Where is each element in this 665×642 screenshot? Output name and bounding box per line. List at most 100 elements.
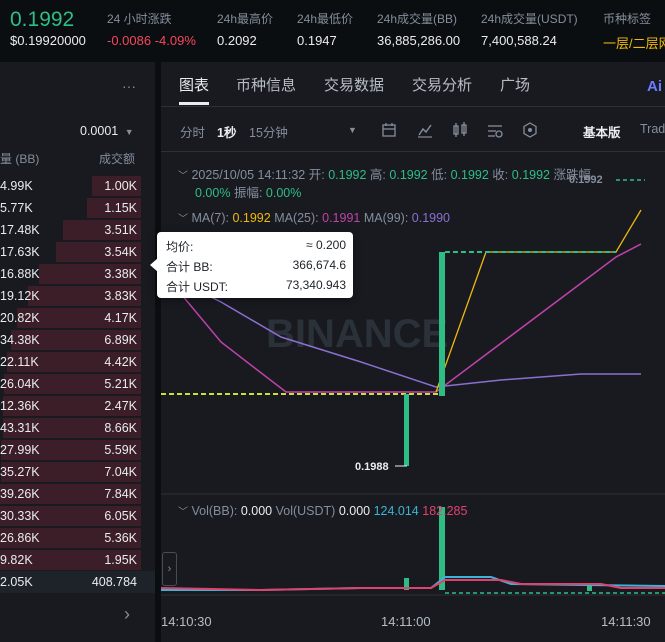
sum-bb-value: 366,674.6 bbox=[292, 258, 346, 272]
order-qty: 20.82K bbox=[0, 311, 40, 325]
order-book-row[interactable]: 5.77K 1.15K bbox=[0, 197, 155, 219]
chevron-right-icon: › bbox=[167, 563, 172, 575]
order-qty: 5.77K bbox=[0, 201, 33, 215]
order-book-row[interactable]: 17.48K 3.51K bbox=[0, 219, 155, 241]
order-qty: 30.33K bbox=[0, 509, 40, 523]
collapse-chevron-icon[interactable]: ﹀ bbox=[178, 171, 188, 182]
interval-1s[interactable]: 1秒 bbox=[217, 126, 237, 140]
open-label: 开: bbox=[308, 168, 325, 182]
vol-bb-value: 0.000 bbox=[240, 504, 273, 518]
tab-0[interactable]: 图表 bbox=[179, 77, 210, 94]
high-label: 高: bbox=[369, 168, 386, 182]
order-qty: 39.26K bbox=[0, 487, 40, 501]
open-value: 0.1992 bbox=[328, 168, 367, 182]
depth-tooltip: 均价: ≈ 0.200 合计 BB: 366,674.6 合计 USDT: 73… bbox=[150, 232, 353, 298]
chart-settings-icon[interactable] bbox=[486, 121, 504, 139]
order-book-row[interactable]: 17.63K 3.54K bbox=[0, 241, 155, 263]
indicator-chart-icon[interactable] bbox=[416, 121, 434, 139]
interval-dropdown-icon[interactable]: ▼ bbox=[348, 125, 357, 135]
order-total: 1.00K bbox=[104, 179, 137, 193]
order-total: 4.17K bbox=[104, 311, 137, 325]
time-label: 14:11:30 bbox=[601, 614, 651, 629]
collapse-chevron-icon[interactable]: ﹀ bbox=[178, 507, 188, 518]
order-book-row[interactable]: 43.31K 8.66K bbox=[0, 417, 155, 439]
depth-bar bbox=[0, 484, 141, 504]
high-value: 0.1992 bbox=[389, 168, 428, 182]
tab-2[interactable]: 交易数据 bbox=[324, 77, 385, 94]
ma99-value: 0.1990 bbox=[411, 211, 451, 225]
order-book: ··· 0.0001 ▼ 量 (BB) 成交额 4.99K 1.00K 5.77K 1… bbox=[0, 62, 155, 642]
order-total: 8.66K bbox=[104, 421, 137, 435]
depth-bar bbox=[7, 352, 141, 372]
order-book-summary-row: 2.05K 408.784 bbox=[0, 571, 155, 593]
order-total: 5.36K bbox=[104, 531, 137, 545]
order-book-row[interactable]: 30.33K 6.05K bbox=[0, 505, 155, 527]
order-book-row[interactable]: 4.99K 1.00K bbox=[0, 175, 155, 197]
order-total: 3.83K bbox=[104, 289, 137, 303]
watermark: BINANCE bbox=[266, 312, 448, 356]
ma7-value: 0.1992 bbox=[232, 211, 271, 225]
view-trading-tab[interactable]: Trad bbox=[640, 122, 665, 136]
depth-icon[interactable] bbox=[521, 121, 539, 139]
candlestick-icon[interactable] bbox=[451, 121, 469, 139]
order-book-row[interactable]: 27.99K 5.59K bbox=[0, 439, 155, 461]
ma7-line bbox=[435, 209, 642, 393]
chevron-right-icon[interactable]: › bbox=[124, 604, 130, 624]
order-qty: 34.38K bbox=[0, 333, 40, 347]
price-chart[interactable]: BINANCE 0.1988 0.1992 bbox=[161, 152, 665, 622]
order-qty: 12.36K bbox=[0, 399, 40, 413]
order-book-row[interactable]: 34.38K 6.89K bbox=[0, 329, 155, 351]
order-book-row[interactable]: 26.86K 5.36K bbox=[0, 527, 155, 549]
order-book-row[interactable]: 9.82K 1.95K bbox=[0, 549, 155, 571]
order-total: 6.05K bbox=[104, 509, 137, 523]
view-basic-tab[interactable]: 基本版 bbox=[583, 126, 621, 140]
volume-bar bbox=[587, 586, 592, 591]
interval-timeline[interactable]: 分时 bbox=[180, 126, 206, 140]
time-label: 14:11:00 bbox=[381, 614, 431, 629]
tab-4[interactable]: 广场 bbox=[500, 77, 531, 94]
change-label: 涨跌幅 bbox=[553, 168, 591, 182]
ma-legend: ﹀ MA(7): 0.1992 MA(25): 0.1991 MA(99): 0… bbox=[178, 210, 450, 225]
interval-15m[interactable]: 15分钟 bbox=[249, 126, 288, 140]
order-total: 1.15K bbox=[104, 201, 137, 215]
order-total: 3.38K bbox=[104, 267, 137, 281]
tab-3[interactable]: 交易分析 bbox=[412, 77, 473, 94]
sum-bb-label: 合计 BB: bbox=[166, 260, 213, 274]
order-book-row[interactable]: 16.88K 3.38K bbox=[0, 263, 155, 285]
stat-value: 36,885,286.00 bbox=[377, 33, 461, 48]
order-book-row[interactable]: 39.26K 7.84K bbox=[0, 483, 155, 505]
order-qty: 17.48K bbox=[0, 223, 40, 237]
calendar-icon[interactable] bbox=[380, 121, 398, 139]
stat-label: 24h成交量(BB) bbox=[377, 12, 458, 26]
more-options-icon[interactable]: ··· bbox=[122, 78, 136, 94]
candle-jump bbox=[439, 252, 445, 396]
time-label: 14:10:30 bbox=[161, 614, 212, 629]
depth-bar bbox=[39, 264, 141, 284]
order-book-row[interactable]: 19.12K 3.83K bbox=[0, 285, 155, 307]
depth-bar bbox=[1, 462, 141, 482]
col-total-header: 成交额 bbox=[99, 152, 136, 166]
depth-bar bbox=[28, 286, 141, 306]
sum-usdt-label: 合计 USDT: bbox=[166, 280, 229, 294]
avg-price-value: ≈ 0.200 bbox=[306, 238, 346, 252]
ohlc-legend: ﹀ 2025/10/05 14:11:32 开: 0.1992 高: 0.199… bbox=[178, 164, 591, 183]
tab-1[interactable]: 币种信息 bbox=[236, 77, 297, 94]
sum-usdt-value: 73,340.943 bbox=[285, 278, 346, 292]
vol-usdt-label: Vol(USDT) bbox=[275, 504, 336, 518]
collapse-chevron-icon[interactable]: ﹀ bbox=[178, 214, 188, 225]
tooltip-arrow bbox=[150, 258, 158, 272]
order-total: 5.21K bbox=[104, 377, 137, 391]
ai-button[interactable]: Ai bbox=[647, 78, 662, 95]
order-book-row[interactable]: 12.36K 2.47K bbox=[0, 395, 155, 417]
order-total: 7.04K bbox=[104, 465, 137, 479]
candle-datetime: 2025/10/05 14:11:32 bbox=[191, 168, 306, 182]
order-book-row[interactable]: 35.27K 7.04K bbox=[0, 461, 155, 483]
amp-label: 振幅: bbox=[233, 186, 263, 200]
order-book-row[interactable]: 20.82K 4.17K bbox=[0, 307, 155, 329]
order-book-row[interactable]: 22.11K 4.42K bbox=[0, 351, 155, 373]
volume-bar bbox=[439, 507, 445, 590]
expand-panel-button[interactable]: › bbox=[162, 552, 177, 586]
precision-select[interactable]: 0.0001 ▼ bbox=[80, 124, 134, 138]
tooltip-row: 均价: ≈ 0.200 bbox=[166, 238, 346, 254]
order-book-row[interactable]: 26.04K 5.21K bbox=[0, 373, 155, 395]
